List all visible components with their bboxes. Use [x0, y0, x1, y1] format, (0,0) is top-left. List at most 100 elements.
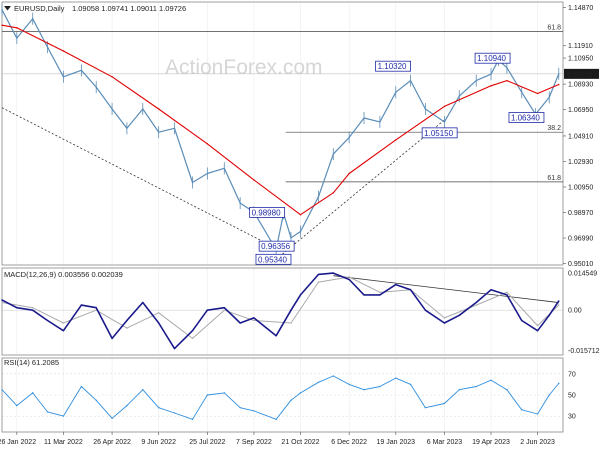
ma-line-point	[490, 85, 492, 87]
rsi-line-point	[16, 404, 18, 407]
price-label-box	[249, 206, 286, 218]
ma-line-point	[16, 27, 18, 29]
symbol-title: EURUSD,Daily	[14, 4, 65, 13]
macd-line-point	[206, 309, 209, 311]
price-label: 0.98980	[252, 208, 281, 217]
fib-label: 61.8	[547, 175, 561, 182]
rsi-line-point	[317, 381, 320, 384]
rsi-title: RSI(14) 61.2085	[4, 358, 59, 367]
macd-line-point	[506, 294, 508, 296]
rising-trendline	[275, 119, 445, 260]
rsi-tick-label: 70	[568, 371, 576, 378]
rsi-line-point	[206, 394, 209, 396]
ma-line-point	[1, 24, 3, 26]
x-tick-label: 2 Jun 2023	[520, 439, 555, 446]
price-label: 0.96356	[261, 242, 290, 251]
macd-signal-line-point	[157, 312, 160, 314]
macd-signal-line-point	[443, 317, 446, 319]
price-label-box	[258, 240, 295, 252]
price-tick-label: 1.00950	[568, 185, 593, 192]
price-tick-label: 0.95010	[568, 261, 593, 268]
price-label: 1.06340	[511, 114, 540, 123]
rsi-line-point	[299, 392, 302, 394]
macd-line-point	[379, 294, 381, 296]
macd-line-point	[275, 335, 277, 337]
rsi-line-point	[80, 385, 83, 388]
rsi-line-point	[379, 385, 381, 388]
macd-line-point	[191, 329, 194, 332]
price-label-box	[474, 52, 511, 64]
macd-line-point	[46, 319, 49, 322]
x-tick-label: 21 Oct 2022	[281, 439, 319, 446]
rsi-line-point	[1, 389, 3, 391]
macd-line-point	[1, 299, 3, 301]
ma-line-point	[111, 76, 113, 78]
panel-frames	[1, 1, 564, 433]
trendlines	[1, 107, 559, 303]
y-axis-labels: 1.14870 1.11910 1.10950 1.08930 1.06950 1.049…	[563, 5, 600, 421]
falling-trendline	[1, 107, 277, 249]
rsi-line-point	[521, 409, 523, 411]
rsi-line-point	[157, 406, 160, 409]
macd-line-point	[409, 289, 412, 291]
rsi-line-point	[191, 418, 194, 421]
current-price-tag	[564, 68, 599, 79]
ma-line-point	[206, 143, 209, 145]
price-label: 1.05150	[424, 129, 453, 138]
macd-panel	[1, 267, 564, 356]
price-panel	[1, 1, 564, 266]
dropdown-arrow-icon[interactable]	[4, 6, 11, 11]
grid-lines	[2, 2, 563, 432]
rsi-line-point	[548, 394, 550, 396]
macd-signal-line-point	[31, 306, 34, 309]
macd-signal-line-point	[290, 322, 292, 324]
price-tick-label: 1.02930	[568, 159, 593, 166]
x-tick-label: 25 Jul 2022	[189, 439, 225, 446]
macd-line-point	[548, 314, 550, 317]
price-label: 1.10320	[378, 62, 407, 71]
rsi-line-point	[46, 411, 49, 413]
rsi-line-point	[223, 392, 225, 394]
rsi-line-point	[536, 413, 539, 415]
rsi-line-point	[490, 379, 492, 381]
rsi-line-point	[239, 406, 241, 409]
price-label: 0.95340	[258, 255, 287, 264]
ma-line-point	[395, 139, 397, 141]
ma-line-point	[299, 214, 302, 216]
rsi-line-point	[443, 402, 446, 405]
rsi-line-point	[253, 410, 255, 412]
macd-line-point	[332, 272, 335, 274]
macd-line-point	[173, 347, 176, 350]
rsi-series	[1, 375, 560, 421]
ma-line-point	[157, 108, 160, 110]
rsi-line-point	[348, 383, 350, 386]
rsi-line-point	[332, 375, 335, 377]
macd-line-point	[395, 283, 397, 286]
macd-trendline	[333, 275, 559, 303]
macd-line-point	[223, 306, 225, 309]
macd-line-point	[290, 309, 292, 311]
macd-line-point	[16, 306, 18, 309]
x-tick-label: 26 Jan 2022	[0, 439, 36, 446]
price-label-box	[508, 112, 545, 123]
rsi-line-point	[409, 383, 412, 386]
ma-line-point	[348, 172, 350, 175]
price-tick-label: 1.10950	[568, 56, 593, 63]
macd-signal-line-point	[506, 291, 508, 294]
macd-signal-line-point	[223, 309, 225, 311]
macd-tick-label: -0.015712	[568, 348, 600, 355]
x-tick-label: 19 Apr 2023	[472, 439, 510, 446]
macd-line-point	[62, 329, 65, 332]
macd-line-point	[443, 322, 446, 324]
price-label-box	[255, 253, 292, 265]
macd-line-point	[536, 329, 539, 332]
macd-signal-line-point	[253, 319, 255, 322]
rsi-line-point	[506, 389, 508, 391]
macd-line-point	[317, 273, 320, 276]
ma-line-point	[62, 50, 65, 52]
rsi-line-point	[62, 415, 65, 417]
macd-line-point	[558, 300, 560, 302]
current-price-label: 1.09726	[567, 72, 592, 79]
rsi-line-point	[424, 406, 427, 409]
